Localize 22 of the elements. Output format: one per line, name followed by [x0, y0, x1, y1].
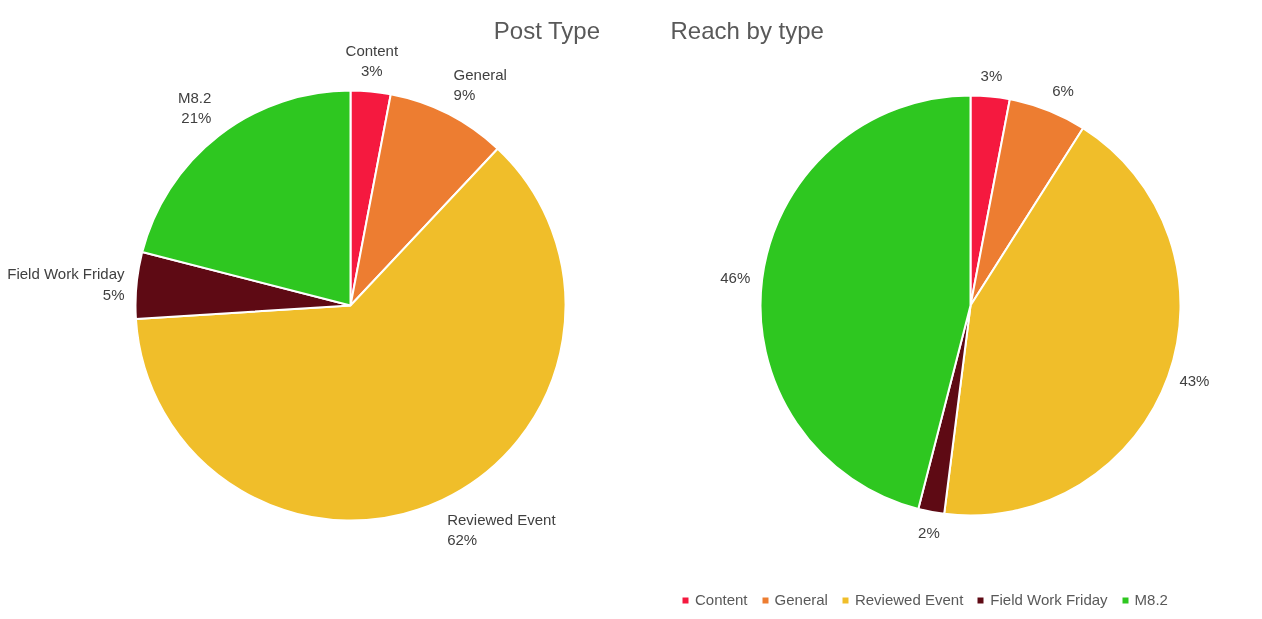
data-label: 3%: [361, 62, 383, 80]
data-label: 62%: [447, 531, 478, 549]
legend-label: Reviewed Event: [854, 591, 964, 608]
legend-label: M8.2: [1134, 591, 1168, 608]
chart-title: Reach by type: [670, 17, 824, 44]
legend-label: General: [774, 591, 828, 608]
data-label: 43%: [1179, 372, 1210, 390]
slice-label: General: [453, 65, 507, 83]
slice-label: Content: [345, 42, 399, 60]
data-label: 2%: [918, 523, 940, 541]
data-label: 6%: [1052, 82, 1074, 100]
data-label: 9%: [453, 86, 476, 104]
legend-label: Field Work Friday: [990, 591, 1108, 608]
slice-label: Field Work Friday: [7, 265, 126, 283]
data-label: 5%: [102, 285, 125, 303]
chart-title: Post Type: [493, 17, 601, 44]
slice-label: M8.2: [178, 88, 212, 106]
data-label: 46%: [720, 269, 751, 287]
data-label: 21%: [181, 109, 212, 127]
slice-label: Reviewed Event: [447, 510, 557, 528]
legend-label: Content: [695, 591, 748, 608]
data-label: 3%: [980, 67, 1003, 85]
